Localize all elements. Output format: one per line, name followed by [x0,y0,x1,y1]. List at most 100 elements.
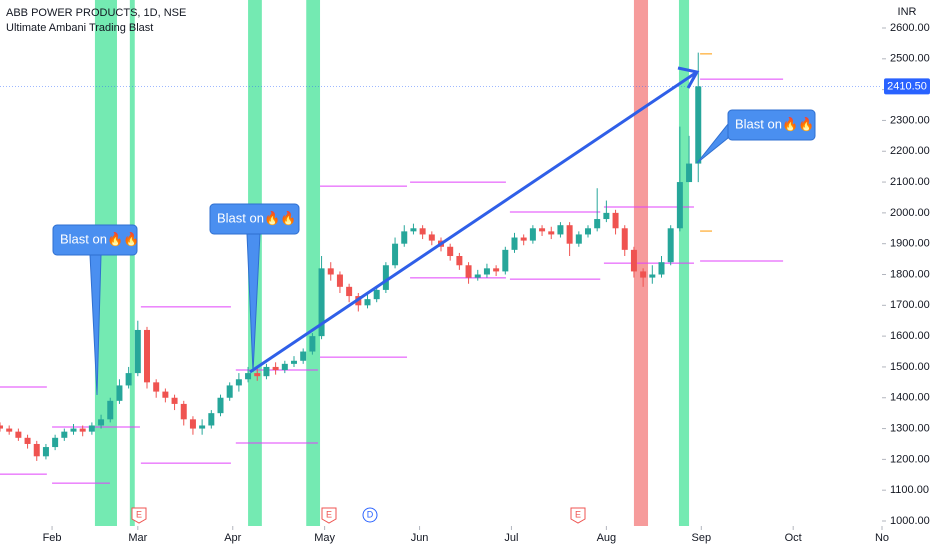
x-tick-label: Sep [692,532,712,544]
candle-body [116,385,123,401]
signal-band [129,0,135,526]
callout-box [727,109,816,141]
candle-body [447,246,454,257]
candle-body [171,397,178,404]
candle-body [79,428,86,432]
candle-body [162,391,169,398]
price-axis: INR 1000.00 1100.00 1200.00 1300.00 1400.00 1… [882,0,932,550]
candle-body [364,299,371,306]
candle-body [502,249,509,272]
candle-body [621,228,628,250]
candle-body [419,228,426,235]
candle-body [557,225,564,235]
candle-body [61,431,68,438]
currency: INR [898,6,917,18]
candle-body [566,225,573,244]
x-tick-label: Oct [785,532,802,544]
y-tick-label: 1400.00 [890,392,930,404]
overlay: Blast on🔥🔥 Blast on🔥🔥 Blast on🔥🔥 E E D E [52,66,816,524]
candle-body [52,437,59,448]
candle-body [585,228,591,235]
event-marker [131,507,147,524]
candle-body [630,249,637,272]
candle-body [291,360,297,364]
x-tick-label: No [875,532,889,544]
candle-body [667,228,674,263]
candle-body [226,385,233,398]
callout-box [209,203,300,235]
y-tick-label: 2200.00 [890,145,930,157]
candle-body [594,219,601,229]
callout-text: Blast on🔥🔥 [735,116,814,131]
candle-body [327,268,334,275]
candle-body [199,425,206,429]
event-label: D [367,509,374,519]
candle-body [428,234,435,241]
y-tick-label: 1100.00 [890,484,929,496]
candle-body [189,419,196,429]
x-tick-label: Feb [43,532,62,544]
candle-body [493,268,500,272]
candle-body [336,274,343,287]
candle-body [309,336,316,352]
arrow-head [677,66,700,89]
candle-body [456,256,463,266]
candle-body [373,289,380,300]
candle-body [318,268,325,337]
candle-body [483,268,490,275]
candle-body [346,286,353,297]
candle-body [575,234,582,244]
candle-body [42,447,49,457]
candle-body [539,228,546,232]
candle-body [272,366,279,371]
y-tick-label: 2600.00 [890,22,930,34]
candle-body [235,379,242,386]
candle-body [217,397,224,414]
event-label: E [326,509,332,519]
y-tick-label: 2100.00 [890,176,930,188]
candle-body [511,237,518,250]
x-tick-label: Apr [224,532,241,544]
candle-body [603,212,610,220]
candle-body [208,413,215,426]
callout-text: Blast on🔥🔥 [60,231,139,246]
signal-band [306,0,321,526]
y-tick-label: 1700.00 [890,299,930,311]
candles [0,52,702,461]
y-tick-label: 2000.00 [890,207,930,219]
candle-body [254,373,261,377]
candle-body [153,382,160,392]
event-marker [570,507,586,524]
candle-body [695,86,702,164]
chart-title: ABB POWER PRODUCTS, 1D, NSE [6,7,186,19]
candle-body [392,243,399,266]
candle-body [0,425,3,429]
candle-body [33,443,40,457]
candle-body [281,363,288,371]
x-tick-label: May [314,532,335,544]
candle-body [6,428,13,432]
y-tick-label: 1200.00 [890,453,930,465]
candle-body [263,366,270,377]
y-tick-label: 1800.00 [890,268,930,280]
candle-body [144,329,150,383]
y-tick-label: 2300.00 [890,114,930,126]
candle-body [410,228,417,232]
callout-text: Blast on🔥🔥 [217,210,296,225]
candle-body [180,403,187,420]
y-tick-label: 1300.00 [890,422,930,434]
candle-body [88,425,95,432]
event-marker [362,507,378,523]
candle-body [640,271,647,278]
y-tick-label: 1000.00 [890,515,930,527]
event-label: E [136,509,142,519]
candle-body [520,237,527,241]
event-label: E [575,509,581,519]
candle-body [300,351,307,361]
x-tick-label: Mar [128,532,147,544]
candle-body [245,373,252,380]
candle-body [649,274,656,278]
candle-body [658,262,665,275]
x-tick-label: Jun [411,532,429,544]
candle-body [529,228,536,241]
